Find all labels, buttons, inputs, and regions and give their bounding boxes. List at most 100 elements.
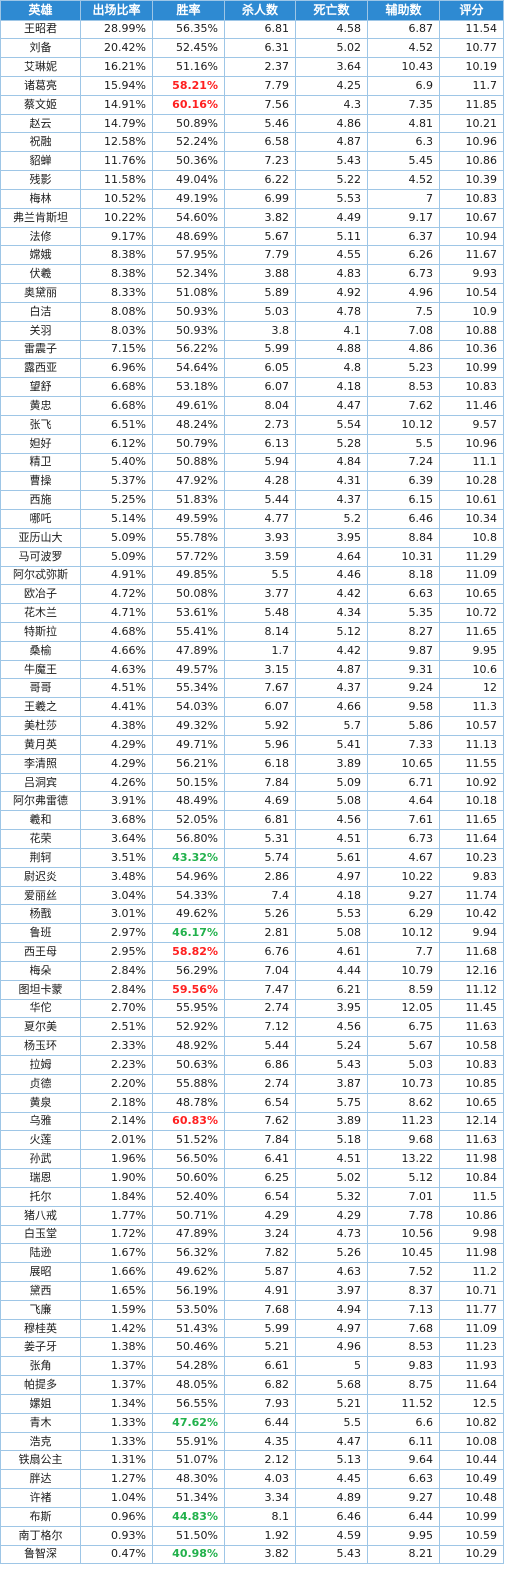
- score-cell: 11.1: [439, 452, 504, 473]
- win-rate-cell: 51.83%: [152, 490, 225, 511]
- win-rate-cell: 48.49%: [152, 791, 225, 812]
- deaths-cell: 5.43: [295, 151, 368, 172]
- table-row: 羲和 3.68% 52.05% 6.81 4.56 7.61 11.65: [0, 810, 504, 831]
- table-row: 鲁班 2.97% 46.17% 2.81 5.08 10.12 9.94: [0, 923, 504, 944]
- assists-cell: 7.33: [367, 734, 440, 755]
- hero-name-cell: 鲁智深: [0, 1544, 81, 1565]
- assists-cell: 5.35: [367, 603, 440, 623]
- table-row: 艾琳妮 16.21% 51.16% 2.37 3.64 10.43 10.19: [0, 57, 504, 77]
- table-row: 白洁 8.08% 50.93% 5.03 4.78 7.5 10.9: [0, 301, 504, 322]
- win-rate-cell: 60.83%: [152, 1111, 225, 1132]
- win-rate-cell: 57.72%: [152, 546, 225, 567]
- score-cell: 10.44: [439, 1450, 504, 1471]
- table-row: 王羲之 4.41% 54.03% 6.07 4.66 9.58 11.3: [0, 697, 504, 718]
- kills-cell: 3.34: [224, 1488, 296, 1508]
- pick-rate-cell: 5.09%: [80, 546, 153, 567]
- hero-name-cell: 托尔: [0, 1186, 81, 1207]
- score-cell: 11.09: [439, 1318, 504, 1339]
- win-rate-cell: 49.57%: [152, 659, 225, 680]
- kills-cell: 7.79: [224, 245, 296, 266]
- win-rate-cell: 53.18%: [152, 377, 225, 398]
- deaths-cell: 5.02: [295, 1168, 368, 1188]
- table-row: 黛西 1.65% 56.19% 4.91 3.97 8.37 10.71: [0, 1280, 504, 1301]
- pick-rate-cell: 3.51%: [80, 847, 153, 868]
- table-row: 嫘姐 1.34% 56.55% 7.93 5.21 11.52 12.5: [0, 1393, 504, 1414]
- hero-name-cell: 张飞: [0, 414, 81, 435]
- table-row: 贞德 2.20% 55.88% 2.74 3.87 10.73 10.85: [0, 1073, 504, 1094]
- header-deaths: 死亡数: [295, 0, 368, 21]
- hero-name-cell: 浩克: [0, 1431, 81, 1452]
- table-row: 弗兰肯斯坦 10.22% 54.60% 3.82 4.49 9.17 10.67: [0, 207, 504, 228]
- hero-name-cell: 妲好: [0, 433, 81, 454]
- table-row: 张角 1.37% 54.28% 6.61 5 9.83 11.93: [0, 1356, 504, 1377]
- deaths-cell: 5.18: [295, 1130, 368, 1151]
- table-row: 穆桂英 1.42% 51.43% 5.99 4.97 7.68 11.09: [0, 1318, 504, 1339]
- deaths-cell: 5.08: [295, 923, 368, 944]
- assists-cell: 4.86: [367, 339, 440, 360]
- win-rate-cell: 50.63%: [152, 1055, 225, 1075]
- score-cell: 11.68: [439, 942, 504, 962]
- table-row: 布斯 0.96% 44.83% 8.1 6.46 6.44 10.99: [0, 1506, 504, 1527]
- hero-name-cell: 帕提多: [0, 1375, 81, 1395]
- deaths-cell: 4.51: [295, 1149, 368, 1170]
- table-row: 李清照 4.29% 56.21% 6.18 3.89 10.65 11.55: [0, 753, 504, 774]
- score-cell: 11.64: [439, 1375, 504, 1395]
- score-cell: 10.86: [439, 151, 504, 172]
- win-rate-cell: 56.50%: [152, 1149, 225, 1170]
- deaths-cell: 4.64: [295, 546, 368, 567]
- kills-cell: 5.21: [224, 1337, 296, 1358]
- table-row: 荆轲 3.51% 43.32% 5.74 5.61 4.67 10.23: [0, 847, 504, 868]
- pick-rate-cell: 4.66%: [80, 640, 153, 661]
- win-rate-cell: 48.92%: [152, 1036, 225, 1057]
- win-rate-cell: 51.43%: [152, 1318, 225, 1339]
- win-rate-cell: 49.59%: [152, 509, 225, 529]
- kills-cell: 6.07: [224, 377, 296, 398]
- assists-cell: 6.3: [367, 132, 440, 153]
- table-row: 杨玉环 2.33% 48.92% 5.44 5.24 5.67 10.58: [0, 1036, 504, 1057]
- deaths-cell: 5.24: [295, 1036, 368, 1057]
- kills-cell: 6.13: [224, 433, 296, 454]
- score-cell: 10.58: [439, 1036, 504, 1057]
- deaths-cell: 4.25: [295, 75, 368, 96]
- kills-cell: 7.56: [224, 94, 296, 115]
- kills-cell: 3.82: [224, 1544, 296, 1565]
- pick-rate-cell: 10.22%: [80, 207, 153, 228]
- assists-cell: 6.11: [367, 1431, 440, 1452]
- score-cell: 10.61: [439, 490, 504, 511]
- pick-rate-cell: 7.15%: [80, 339, 153, 360]
- win-rate-cell: 51.07%: [152, 1450, 225, 1471]
- win-rate-cell: 48.24%: [152, 414, 225, 435]
- hero-name-cell: 奥黛丽: [0, 283, 81, 303]
- deaths-cell: 4.56: [295, 1017, 368, 1038]
- win-rate-cell: 49.61%: [152, 396, 225, 416]
- kills-cell: 5.67: [224, 226, 296, 247]
- score-cell: 11.85: [439, 94, 504, 115]
- assists-cell: 6.75: [367, 1017, 440, 1038]
- table-row: 张飞 6.51% 48.24% 2.73 5.54 10.12 9.57: [0, 414, 504, 435]
- kills-cell: 7.84: [224, 1130, 296, 1151]
- pick-rate-cell: 8.38%: [80, 245, 153, 266]
- score-cell: 11.98: [439, 1149, 504, 1170]
- table-row: 阿尔弗雷德 3.91% 48.49% 4.69 5.08 4.64 10.18: [0, 791, 504, 812]
- kills-cell: 5.31: [224, 829, 296, 849]
- win-rate-cell: 55.78%: [152, 527, 225, 548]
- assists-cell: 6.44: [367, 1506, 440, 1527]
- table-row: 吕洞宾 4.26% 50.15% 7.84 5.09 6.71 10.92: [0, 772, 504, 793]
- table-row: 浩克 1.33% 55.91% 4.35 4.47 6.11 10.08: [0, 1431, 504, 1452]
- table-row: 赵云 14.79% 50.89% 5.46 4.86 4.81 10.21: [0, 113, 504, 134]
- deaths-cell: 3.89: [295, 753, 368, 774]
- hero-name-cell: 艾琳妮: [0, 57, 81, 77]
- hero-name-cell: 雷震子: [0, 339, 81, 360]
- deaths-cell: 4.84: [295, 452, 368, 473]
- assists-cell: 10.65: [367, 753, 440, 774]
- kills-cell: 7.04: [224, 960, 296, 981]
- score-cell: 11.55: [439, 753, 504, 774]
- table-row: 妲好 6.12% 50.79% 6.13 5.28 5.5 10.96: [0, 433, 504, 454]
- table-row: 梅林 10.52% 49.19% 6.99 5.53 7 10.83: [0, 188, 504, 209]
- deaths-cell: 6.21: [295, 979, 368, 1000]
- deaths-cell: 4.88: [295, 339, 368, 360]
- deaths-cell: 3.95: [295, 998, 368, 1019]
- assists-cell: 6.73: [367, 829, 440, 849]
- hero-name-cell: 陆逊: [0, 1243, 81, 1264]
- win-rate-cell: 49.32%: [152, 716, 225, 736]
